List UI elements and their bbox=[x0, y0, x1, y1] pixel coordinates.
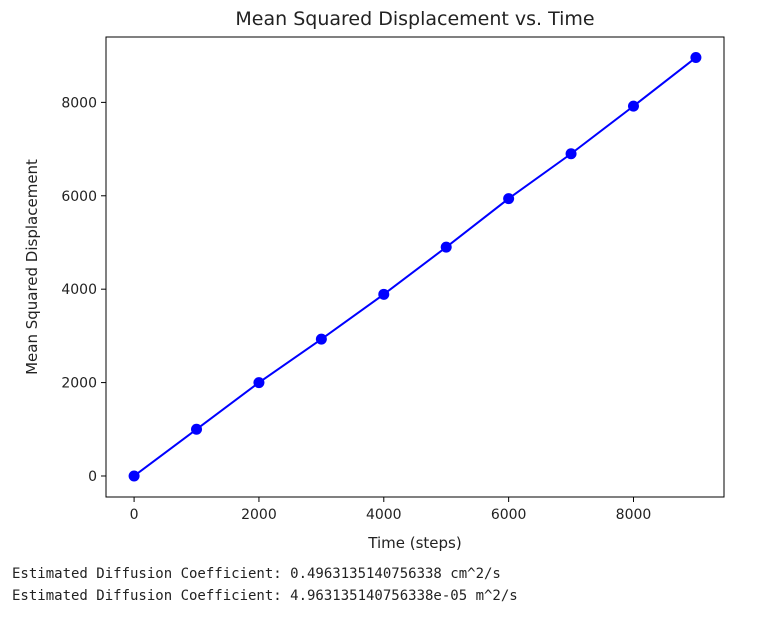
data-point bbox=[440, 241, 452, 253]
x-tick-label: 2000 bbox=[241, 507, 277, 523]
msd-chart: Mean Squared Displacement vs. Time 0 2000… bbox=[23, 8, 725, 552]
y-tick-label: 4000 bbox=[61, 282, 97, 298]
x-tick-label: 0 bbox=[130, 507, 139, 523]
data-point bbox=[690, 52, 702, 64]
data-point bbox=[378, 288, 390, 300]
data-point bbox=[191, 423, 203, 435]
y-tick-label: 0 bbox=[88, 469, 97, 485]
y-tick-label: 2000 bbox=[61, 376, 97, 392]
data-point bbox=[565, 148, 577, 160]
x-tick-label: 6000 bbox=[491, 507, 527, 523]
data-point bbox=[315, 333, 327, 345]
chart-title: Mean Squared Displacement vs. Time bbox=[235, 8, 594, 30]
data-point bbox=[503, 193, 515, 205]
y-axis-label: Mean Squared Displacement bbox=[23, 159, 41, 375]
x-axis-label: Time (steps) bbox=[367, 534, 461, 552]
data-point bbox=[253, 377, 265, 389]
x-tick-label: 4000 bbox=[366, 507, 402, 523]
data-point bbox=[627, 100, 639, 112]
y-tick-label: 8000 bbox=[61, 95, 97, 111]
x-tick-label: 8000 bbox=[616, 507, 652, 523]
output-line-cm: Estimated Diffusion Coefficient: 0.49631… bbox=[12, 566, 501, 582]
output-line-m: Estimated Diffusion Coefficient: 4.96313… bbox=[12, 588, 518, 604]
series-line bbox=[133, 56, 697, 477]
plot-frame bbox=[105, 36, 725, 498]
y-tick-label: 6000 bbox=[61, 189, 97, 205]
series-layer bbox=[128, 52, 702, 482]
ticks-layer: 0 2000 4000 6000 8000 0 2000 4000 6000 8000 bbox=[61, 95, 651, 523]
data-point bbox=[128, 470, 140, 482]
